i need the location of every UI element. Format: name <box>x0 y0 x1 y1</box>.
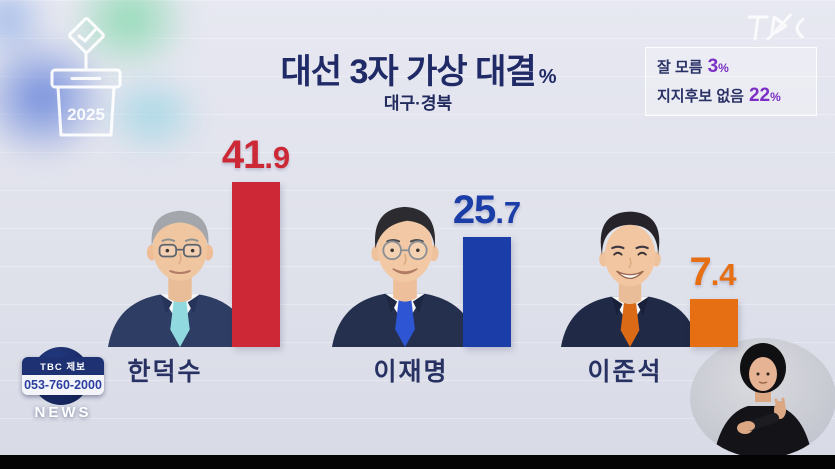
tbc-logo-icon <box>747 13 804 41</box>
letterbox-bar <box>0 455 835 469</box>
poll-value-han: 41.9 <box>181 133 331 178</box>
value-decimal: .4 <box>710 257 737 292</box>
poll-bar-leejs <box>690 299 738 347</box>
tipline-phone: 053-760-2000 <box>22 375 104 395</box>
note-value: 3 <box>707 56 719 77</box>
title-unit: % <box>538 66 557 88</box>
undecided-note-box: 잘 모름 3% 지지후보 없음 22% <box>645 47 817 116</box>
portrait-lee-jun-seok <box>560 211 700 347</box>
page-title: 대선 3자 가상 대결% <box>198 44 638 93</box>
note-unit: % <box>718 61 729 75</box>
title-text: 대선 3자 가상 대결 <box>280 53 536 91</box>
poll-bar-leejm <box>463 237 511 347</box>
tipline-brand: TBC 제보 <box>22 357 104 375</box>
value-integer: 25 <box>452 188 496 232</box>
value-decimal: .9 <box>264 140 291 175</box>
ballot-box-icon: 2025 <box>50 17 122 137</box>
portrait-han-duck-soo <box>107 210 253 347</box>
note-unit: % <box>770 89 781 104</box>
poll-bar-han <box>232 182 280 347</box>
value-decimal: .7 <box>495 195 522 230</box>
news-label: NEWS <box>34 404 92 421</box>
sign-language-interpreter <box>690 338 835 455</box>
tipline-plate: TBC 제보 053-760-2000 <box>22 357 104 395</box>
note-value: 22 <box>748 84 771 106</box>
watermark-year: 2025 <box>67 105 105 124</box>
note-row-unknown: 잘 모름 3% <box>657 53 805 82</box>
candidate-name-han: 한덕수 <box>127 358 203 386</box>
value-integer: 7 <box>689 250 711 294</box>
candidate-name-leejs: 이준석 <box>587 358 663 386</box>
value-integer: 41 <box>221 133 265 177</box>
note-label: 지지후보 없음 <box>657 87 744 105</box>
poll-value-leejm: 25.7 <box>412 188 562 233</box>
note-label: 잘 모름 <box>657 59 703 76</box>
candidate-name-leejm: 이재명 <box>373 358 449 386</box>
watercolor-splash <box>0 0 222 183</box>
note-row-nosupport: 지지후보 없음 22% <box>657 82 805 111</box>
poll-value-leejs: 7.4 <box>638 250 788 295</box>
region-subtitle: 대구·경북 <box>383 94 453 113</box>
portrait-lee-jae-myung <box>331 206 479 347</box>
